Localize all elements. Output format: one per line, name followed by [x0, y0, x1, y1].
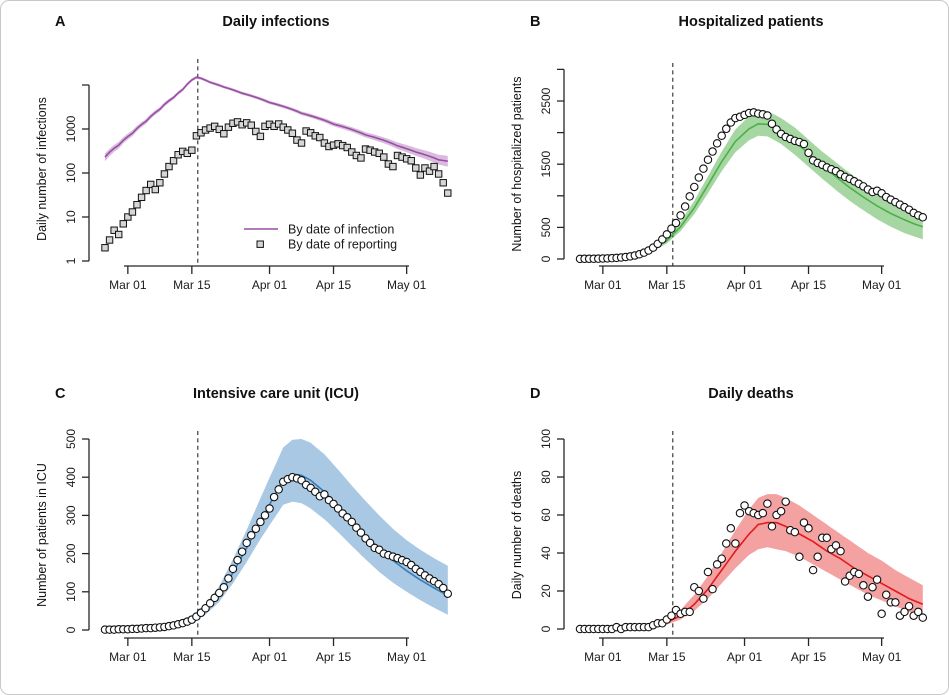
panel-daily-deaths: D Daily deaths Daily number of deaths Ma…	[476, 349, 948, 694]
svg-text:Mar 01: Mar 01	[584, 278, 622, 292]
svg-text:10: 10	[64, 210, 78, 224]
svg-text:May 01: May 01	[387, 650, 427, 664]
svg-text:Apr 15: Apr 15	[316, 650, 352, 664]
svg-text:Apr 15: Apr 15	[791, 278, 827, 292]
svg-text:Mar 15: Mar 15	[648, 278, 686, 292]
svg-text:300: 300	[64, 505, 78, 525]
svg-text:Mar 15: Mar 15	[648, 650, 686, 664]
svg-text:Apr 15: Apr 15	[791, 650, 827, 664]
svg-text:By date of reporting: By date of reporting	[288, 238, 397, 252]
svg-text:1000: 1000	[64, 115, 78, 142]
panel-letter: A	[55, 14, 66, 30]
panel-title: Daily infections	[222, 14, 330, 30]
panel-icu: C Intensive care unit (ICU) Number of pa…	[1, 349, 475, 694]
daily-infections-plot: Mar 01 Mar 15 Apr 01 Apr 15 May 01 1 10 100 1000…	[64, 59, 452, 292]
svg-text:1500: 1500	[539, 151, 553, 178]
svg-text:500: 500	[539, 217, 553, 237]
panel-title: Daily deaths	[708, 386, 794, 402]
svg-text:40: 40	[539, 546, 553, 560]
svg-text:Mar 15: Mar 15	[173, 650, 211, 664]
svg-text:0: 0	[539, 255, 553, 262]
svg-text:Apr 01: Apr 01	[727, 650, 763, 664]
svg-text:60: 60	[539, 508, 553, 522]
panel-hospitalized-patients: B Hospitalized patients Number of hospit…	[476, 1, 948, 348]
panel-daily-infections: A Daily infections Daily number of infec…	[1, 1, 475, 348]
svg-text:Mar 01: Mar 01	[109, 278, 147, 292]
svg-text:20: 20	[539, 584, 553, 598]
svg-text:400: 400	[64, 467, 78, 487]
svg-text:100: 100	[64, 581, 78, 601]
svg-text:0: 0	[64, 626, 78, 633]
svg-text:200: 200	[64, 543, 78, 563]
svg-text:Mar 01: Mar 01	[109, 650, 147, 664]
svg-text:100: 100	[64, 163, 78, 183]
daily-deaths-plot: Mar 01 Mar 15 Apr 01 Apr 15 May 01 0 20 40 60 80 1…	[539, 429, 928, 664]
panel-letter: B	[530, 14, 541, 30]
panel-letter: C	[55, 386, 66, 402]
svg-text:May 01: May 01	[862, 278, 902, 292]
svg-text:100: 100	[539, 429, 553, 449]
svg-text:Apr 01: Apr 01	[252, 650, 288, 664]
svg-text:2500: 2500	[539, 87, 553, 114]
svg-text:Mar 15: Mar 15	[173, 278, 211, 292]
svg-text:Apr 01: Apr 01	[727, 278, 763, 292]
panel-letter: D	[530, 386, 541, 402]
svg-text:May 01: May 01	[862, 650, 902, 664]
hospitalized-patients-plot: Mar 01 Mar 15 Apr 01 Apr 15 May 01 0 500 1500 25…	[539, 63, 928, 292]
svg-text:500: 500	[64, 429, 78, 449]
svg-text:May 01: May 01	[387, 278, 427, 292]
icu-plot: Mar 01 Mar 15 Apr 01 Apr 15 May 01 0 100 200 300…	[64, 429, 453, 664]
svg-text:Apr 01: Apr 01	[252, 278, 288, 292]
svg-text:1: 1	[64, 257, 78, 264]
svg-text:Apr 15: Apr 15	[316, 278, 352, 292]
panel-title: Hospitalized patients	[678, 14, 824, 30]
svg-text:Mar 01: Mar 01	[584, 650, 622, 664]
svg-text:80: 80	[539, 470, 553, 484]
panel-title: Intensive care unit (ICU)	[193, 386, 359, 402]
svg-text:0: 0	[539, 625, 553, 632]
svg-text:By date of infection: By date of infection	[288, 223, 394, 237]
